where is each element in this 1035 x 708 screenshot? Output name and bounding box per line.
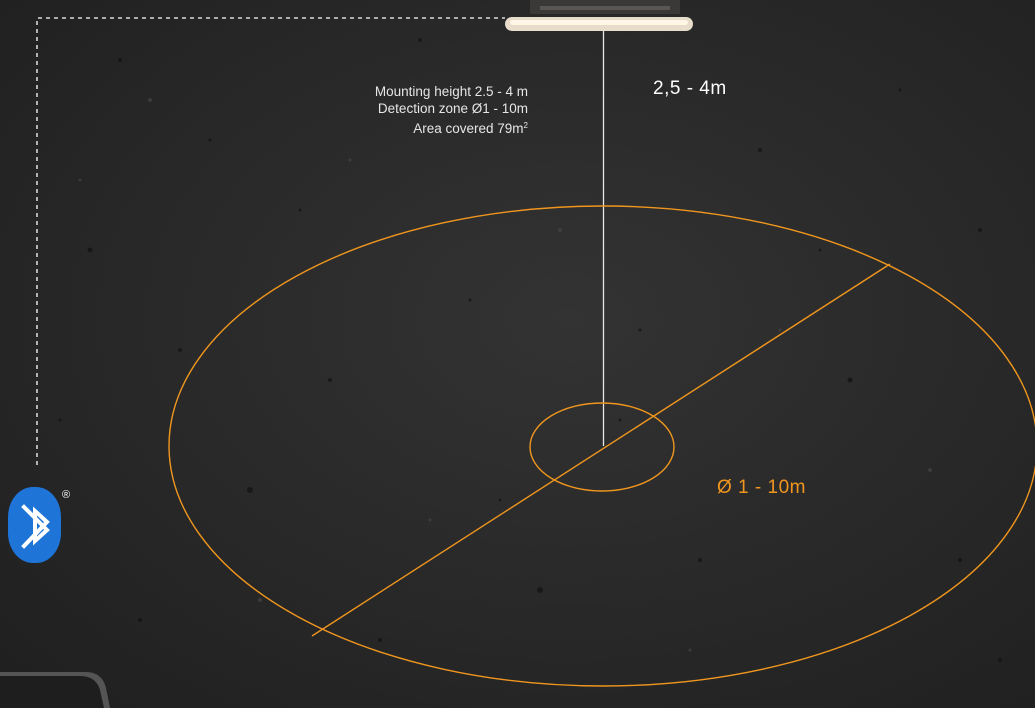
detection-zone-spec: Detection zone Ø1 - 10m <box>377 101 528 116</box>
area-covered-spec: Area covered 79m2 <box>375 117 528 137</box>
partial-device-corner <box>0 672 110 708</box>
ceiling-sensor-device <box>505 0 693 31</box>
inner-detection-zone <box>529 402 675 492</box>
height-label: 2,5 - 4m <box>653 78 727 99</box>
mounting-height-spec: Mounting height 2.5 - 4 m <box>374 84 528 99</box>
zone-diameter-label: Ø 1 - 10m <box>717 477 806 498</box>
concrete-highlights <box>78 98 932 652</box>
bluetooth-icon <box>8 487 61 563</box>
registered-mark: ® <box>62 489 71 501</box>
concrete-texture <box>58 38 1002 662</box>
diameter-line <box>311 263 891 637</box>
area-unit-superscript: 2 <box>523 121 528 130</box>
area-covered-text: Area covered 79m <box>413 121 524 136</box>
spec-block: Mounting height 2.5 - 4 m Detection zone… <box>375 83 528 137</box>
outer-detection-zone <box>168 205 1035 687</box>
